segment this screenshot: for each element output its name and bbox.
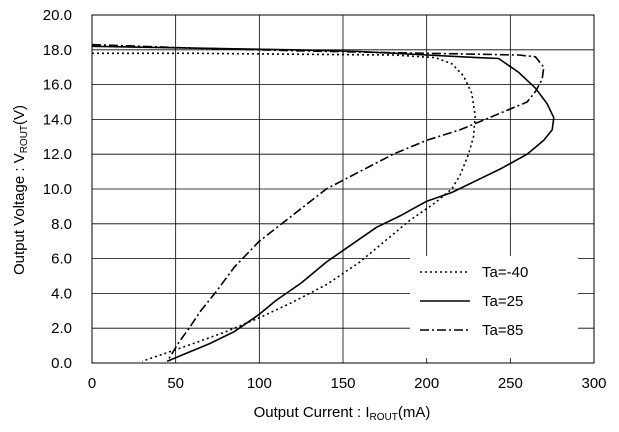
legend-label-ta-85: Ta=85 (482, 322, 523, 339)
y-tick-label: 14.0 (43, 111, 72, 128)
legend-label-ta-minus40: Ta=-40 (482, 264, 528, 281)
legend: Ta=-40 Ta=25 Ta=85 (410, 256, 578, 358)
plot-area (91, 14, 595, 364)
y-axis-title-main: Output Voltage : V (11, 153, 28, 275)
x-axis-title-main: Output Current : I (254, 404, 370, 421)
series-line-0 (92, 52, 477, 363)
tick-labels: 0 50 100 150 200 250 300 0.0 2.0 4.0 6.0 8.0 10.0 12.… (43, 7, 607, 392)
y-tick-label: 20.0 (43, 7, 72, 24)
y-tick-label: 8.0 (51, 216, 72, 233)
y-tick-label: 16.0 (43, 77, 72, 94)
series-line-2 (91, 43, 545, 362)
y-tick-label: 10.0 (43, 181, 72, 198)
legend-box (410, 256, 578, 358)
legend-label-ta-25: Ta=25 (482, 293, 523, 310)
x-axis-title-unit: (mA) (398, 404, 431, 421)
y-tick-label: 4.0 (51, 285, 72, 302)
y-axis-title-subscript: ROUT (19, 125, 30, 153)
y-tick-label: 12.0 (43, 146, 72, 163)
x-axis-title: Output Current : IROUT(mA) (254, 404, 431, 423)
series-lines (91, 43, 555, 363)
x-tick-label: 250 (498, 375, 523, 392)
x-tick-label: 300 (581, 375, 606, 392)
y-tick-label: 6.0 (51, 251, 72, 268)
y-axis-title-unit: (V) (11, 105, 28, 125)
x-tick-label: 150 (330, 375, 355, 392)
y-axis-title: Output Voltage : VROUT(V) (11, 105, 30, 275)
series-line-1 (91, 45, 555, 363)
y-tick-label: 2.0 (51, 320, 72, 337)
x-tick-label: 100 (247, 375, 272, 392)
x-tick-label: 50 (167, 375, 184, 392)
x-axis-title-subscript: ROUT (370, 412, 398, 423)
y-tick-label: 18.0 (43, 42, 72, 59)
x-tick-label: 200 (414, 375, 439, 392)
x-tick-label: 0 (88, 375, 96, 392)
y-tick-label: 0.0 (51, 355, 72, 372)
